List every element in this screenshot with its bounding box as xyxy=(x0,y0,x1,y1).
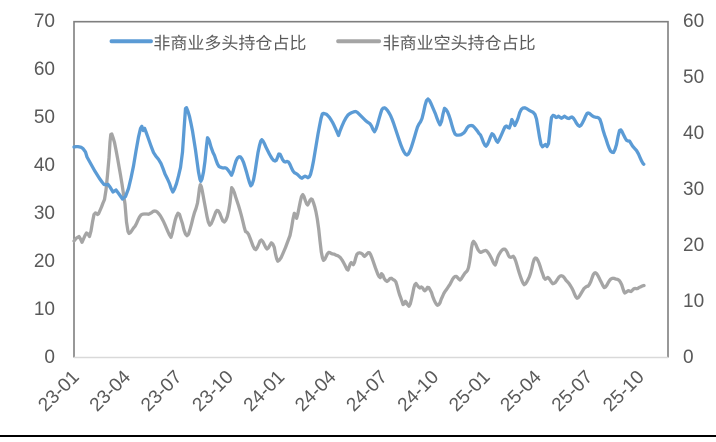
svg-text:0: 0 xyxy=(44,347,55,368)
svg-text:40: 40 xyxy=(683,123,704,144)
svg-text:60: 60 xyxy=(683,11,704,32)
svg-text:60: 60 xyxy=(34,59,55,80)
svg-text:10: 10 xyxy=(34,299,55,320)
svg-text:50: 50 xyxy=(34,107,55,128)
svg-text:30: 30 xyxy=(683,179,704,200)
svg-text:50: 50 xyxy=(683,67,704,88)
svg-text:70: 70 xyxy=(34,11,55,32)
svg-text:10: 10 xyxy=(683,291,704,312)
svg-text:20: 20 xyxy=(34,251,55,272)
svg-text:20: 20 xyxy=(683,235,704,256)
svg-text:40: 40 xyxy=(34,155,55,176)
svg-text:0: 0 xyxy=(683,347,694,368)
svg-text:30: 30 xyxy=(34,203,55,224)
